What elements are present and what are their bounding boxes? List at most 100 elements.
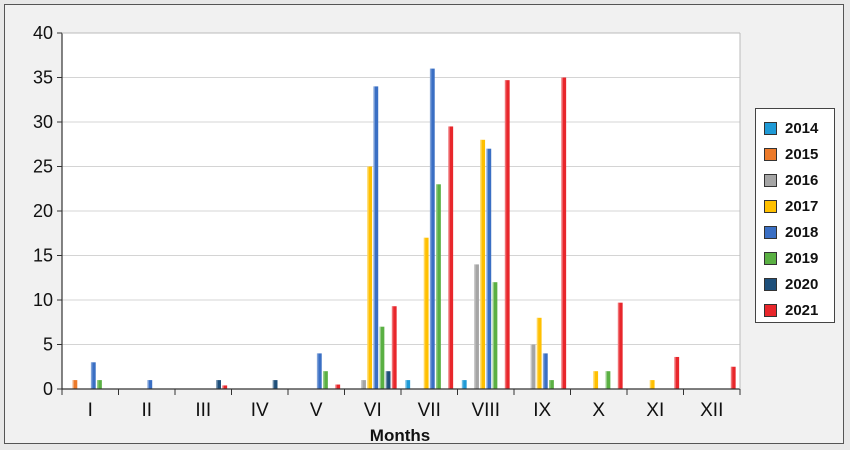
legend-swatch: [764, 173, 777, 187]
legend: 2014 2015 2016 2017 2018 2019 2020 2021: [755, 108, 835, 323]
x-tick-label: IX: [533, 400, 551, 421]
bar-2021-IX: [561, 77, 567, 389]
bar-highlight: [97, 380, 99, 389]
bar-2021-V: [335, 384, 341, 389]
x-tick-label: I: [88, 400, 93, 421]
bar-2020-VI: [385, 371, 391, 389]
y-tick-label: 10: [33, 290, 53, 310]
gridlines: [62, 32, 740, 389]
bar-highlight: [272, 380, 275, 389]
y-tick-label: 40: [33, 23, 53, 43]
bar-highlight: [461, 380, 464, 389]
bar-2018-V: [316, 353, 322, 389]
bar-2021-VI: [391, 306, 397, 389]
x-tick-label: X: [592, 400, 605, 421]
bar-highlight: [361, 380, 363, 389]
bar-highlight: [674, 356, 676, 389]
bar-2018-VIII: [486, 148, 492, 389]
bar-2020-III: [216, 380, 221, 389]
x-tick-label: VII: [418, 400, 441, 421]
bar-2014-VIII: [461, 380, 467, 389]
bar-2021-XII: [730, 366, 736, 389]
bar-highlight: [405, 380, 407, 389]
bar-highlight: [474, 264, 476, 389]
legend-label: 2014: [785, 119, 819, 137]
y-axis-ticks: 0 5 10 15 20 25 30 35 40: [33, 23, 62, 399]
legend-swatch: [764, 199, 777, 213]
legend-swatch: [764, 303, 777, 317]
bar-highlight: [90, 362, 93, 389]
legend-item-2016: 2016: [764, 167, 834, 193]
bar-2019-I: [97, 380, 102, 389]
legend-swatch: [764, 225, 777, 239]
x-tick-label: XII: [700, 400, 723, 421]
bar-2018-II: [147, 380, 153, 389]
bar-2017-IX: [536, 317, 542, 389]
bar-2019-VII: [436, 184, 441, 389]
bar-2016-VI: [361, 380, 366, 389]
bar-highlight: [486, 148, 488, 389]
bar-highlight: [549, 380, 551, 389]
bar-2019-VI: [379, 326, 385, 389]
bar-2020-IV: [272, 380, 278, 389]
x-tick-label: XI: [646, 400, 664, 421]
x-tick-label: VIII: [471, 400, 500, 421]
bar-highlight: [593, 371, 595, 389]
legend-item-2014: 2014: [764, 115, 834, 141]
legend-swatch: [764, 121, 777, 135]
bar-2017-VIII: [480, 139, 486, 389]
bar-2018-I: [90, 362, 96, 389]
bar-highlight: [391, 306, 394, 389]
x-tick-label: II: [141, 400, 152, 421]
bar-highlight: [480, 139, 482, 389]
legend-item-2021: 2021: [764, 297, 834, 323]
bar-highlight: [323, 371, 325, 389]
x-tick-label: V: [310, 400, 323, 421]
bar-2017-X: [593, 371, 599, 389]
legend-label: 2021: [785, 301, 819, 319]
bar-2014-VII: [405, 380, 411, 389]
bar-highlight: [504, 80, 507, 390]
x-axis-ticks: I II III IV V VI VII VIII IX X XI XII: [61, 389, 741, 421]
bar-2019-IX: [549, 380, 554, 389]
x-tick-label: III: [195, 400, 211, 421]
bar-highlight: [561, 77, 563, 389]
y-tick-label: 25: [33, 157, 53, 177]
legend-item-2019: 2019: [764, 245, 834, 271]
y-tick-label: 35: [33, 68, 53, 88]
bar-2021-VIII: [504, 80, 510, 390]
bar-highlight: [216, 380, 218, 389]
y-tick-label: 5: [43, 335, 53, 355]
bar-2021-XI: [674, 356, 680, 389]
bar-highlight: [536, 317, 539, 389]
y-tick-label: 20: [33, 201, 53, 221]
legend-label: 2018: [785, 223, 819, 241]
bar-2017-VI: [367, 166, 373, 389]
bar-highlight: [436, 184, 438, 389]
legend-item-2018: 2018: [764, 219, 834, 245]
legend-swatch: [764, 251, 777, 265]
legend-swatch: [764, 147, 777, 161]
bar-highlight: [373, 86, 375, 390]
bar-highlight: [605, 371, 608, 389]
bar-highlight: [448, 126, 450, 389]
bars: [72, 68, 736, 390]
y-tick-label: 15: [33, 246, 53, 266]
bar-highlight: [542, 353, 545, 389]
legend-label: 2019: [785, 249, 819, 267]
bar-highlight: [530, 344, 533, 389]
bar-highlight: [730, 366, 733, 389]
x-axis-label: Months: [369, 426, 431, 445]
bar-2018-VI: [373, 86, 379, 390]
bar-2021-III: [222, 385, 228, 389]
legend-swatch: [764, 277, 777, 291]
bar-2021-VII: [448, 126, 454, 389]
bar-highlight: [222, 385, 224, 389]
bar-2019-V: [323, 371, 328, 389]
bar-highlight: [429, 68, 432, 389]
bar-highlight: [423, 237, 426, 389]
legend-item-2020: 2020: [764, 271, 834, 297]
bar-highlight: [72, 380, 74, 389]
bar-highlight: [385, 371, 388, 389]
